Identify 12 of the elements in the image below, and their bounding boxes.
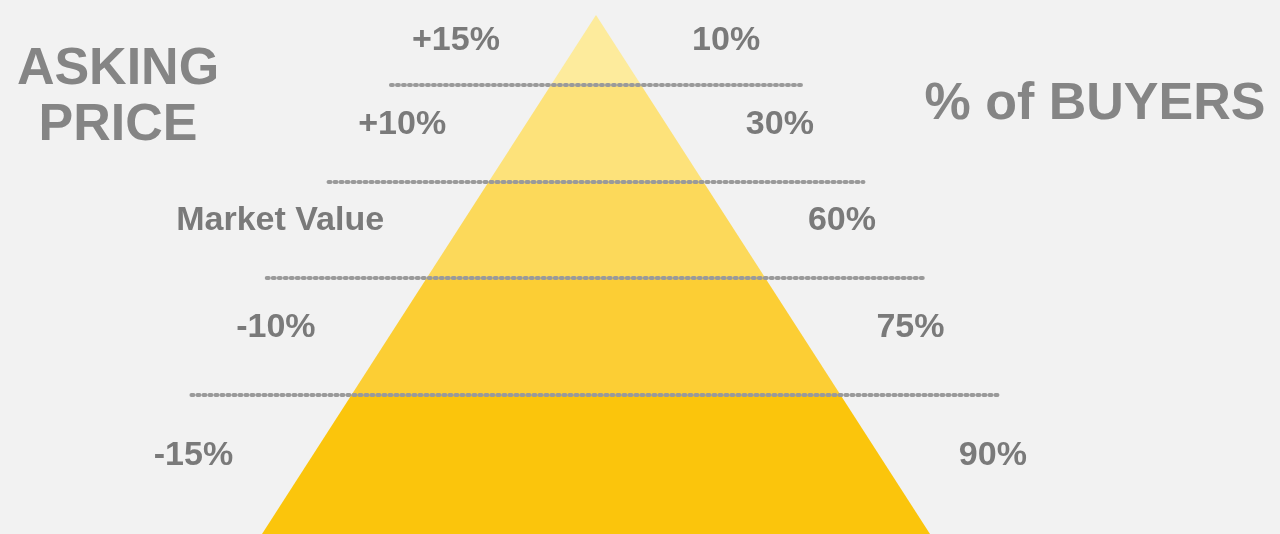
data-label: 75% — [876, 305, 945, 344]
category-label: -10% — [236, 305, 316, 344]
data-label: 10% — [692, 19, 761, 57]
category-label: -15% — [153, 433, 234, 472]
category-label: +15% — [412, 19, 500, 57]
text: ASKING PRICE — [16, 37, 220, 151]
data-label: 60% — [807, 199, 876, 237]
category-label: +10% — [358, 102, 447, 141]
data-label: 90% — [958, 433, 1027, 472]
data-label: 30% — [745, 102, 814, 141]
category-label: Market Value — [176, 199, 385, 237]
text: % of BUYERS — [924, 72, 1266, 130]
